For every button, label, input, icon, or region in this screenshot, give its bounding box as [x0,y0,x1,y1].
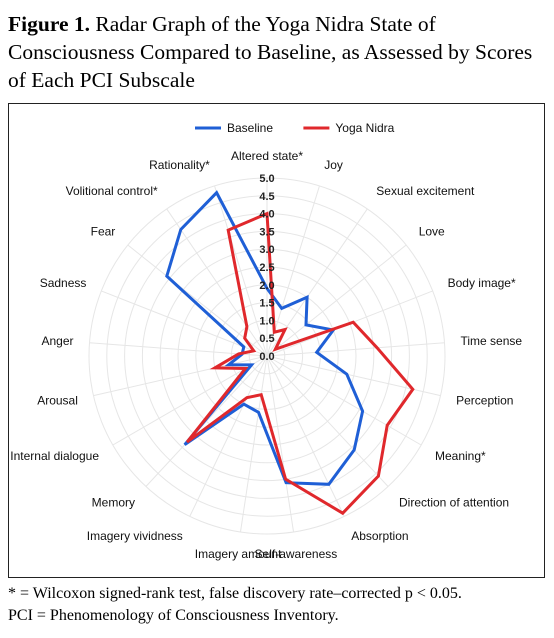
grid-spoke [93,355,268,397]
category-label-sadness: Sadness [40,276,87,290]
category-label-direction-of-attention: Direction of attention [399,496,509,510]
grid-spoke [166,208,268,357]
category-label-internal-dialogue: Internal dialogue [10,449,99,463]
tick-label: 2.5 [259,262,274,274]
grid-spoke [266,244,407,357]
legend-label-yoga-nidra: Yoga Nidra [335,121,394,135]
grid-spoke [266,355,389,487]
grid-spoke [189,355,268,517]
tick-label: 4.5 [259,191,274,203]
tick-label: 0.5 [259,333,274,345]
grid-spoke [266,342,445,357]
category-label-arousal: Arousal [37,394,78,408]
radial-tick-labels: 0.0 0.5 1.0 1.5 2.0 2.5 3.0 3.5 4.0 4.5 5.0 [259,173,274,363]
tick-label: 1.0 [259,315,274,327]
grid-spoke [145,355,268,487]
chart-frame: 0.0 0.5 1.0 1.5 2.0 2.5 3.0 3.5 4.0 4.5 5.0 Altere… [8,103,545,578]
category-labels: Altered state* Joy Sexual excitement Love Bo… [10,149,522,561]
category-label-rationality: Rationality* [149,158,210,172]
tick-label: 3.5 [259,226,274,238]
radar-chart: 0.0 0.5 1.0 1.5 2.0 2.5 3.0 3.5 4.0 4.5 5.0 Altere… [10,121,522,561]
category-label-meaning: Meaning* [435,449,486,463]
figure-title: Radar Graph of the Yoga Nidra State of C… [8,12,533,92]
grid-spoke [266,355,295,533]
tick-label: 5.0 [259,173,274,185]
figure-caption: Figure 1. Radar Graph of the Yoga Nidra … [8,10,548,94]
grid-spoke [101,290,268,357]
category-label-imagery-vividness: Imagery vividness [87,529,183,543]
category-label-time-sense: Time sense [461,334,523,348]
category-label-anger: Anger [41,334,73,348]
category-label-imagery-amount: Imagery amount [195,547,282,561]
grid-spoke [239,355,268,533]
radar-series [165,190,415,516]
grid-spoke [266,355,422,446]
grid-spoke [112,355,268,446]
footnote-significance: * = Wilcoxon signed-rank test, false dis… [8,585,462,602]
series-baseline-line [165,190,365,486]
grid-spoke [214,185,268,357]
figure-label: Figure 1. [8,12,91,36]
footnote-pci: PCI = Phenomenology of Consciousness Inv… [8,607,339,624]
category-label-memory: Memory [92,496,135,510]
category-label-body-image: Body image* [448,276,516,290]
legend-label-baseline: Baseline [227,121,273,135]
category-label-volitional-control: Volitional control* [66,184,158,198]
legend: Baseline Yoga Nidra [195,121,395,135]
category-label-love: Love [419,224,445,238]
category-label-absorption: Absorption [351,529,408,543]
tick-label: 2.0 [259,280,274,292]
category-label-joy: Joy [324,158,343,172]
tick-label: 3.0 [259,244,274,256]
category-label-perception: Perception [456,394,513,408]
tick-label: 0.0 [259,351,274,363]
tick-label: 4.0 [259,209,274,221]
category-label-altered-state: Altered state* [231,149,303,163]
category-label-fear: Fear [91,224,116,238]
grid-spoke [266,355,345,517]
grid-spoke [266,185,320,357]
series-yoga-nidra-line [185,211,415,516]
tick-label: 1.5 [259,298,274,310]
category-label-sexual-excitement: Sexual excitement [376,184,475,198]
category-label-self-awareness: Self-awareness [255,547,338,561]
